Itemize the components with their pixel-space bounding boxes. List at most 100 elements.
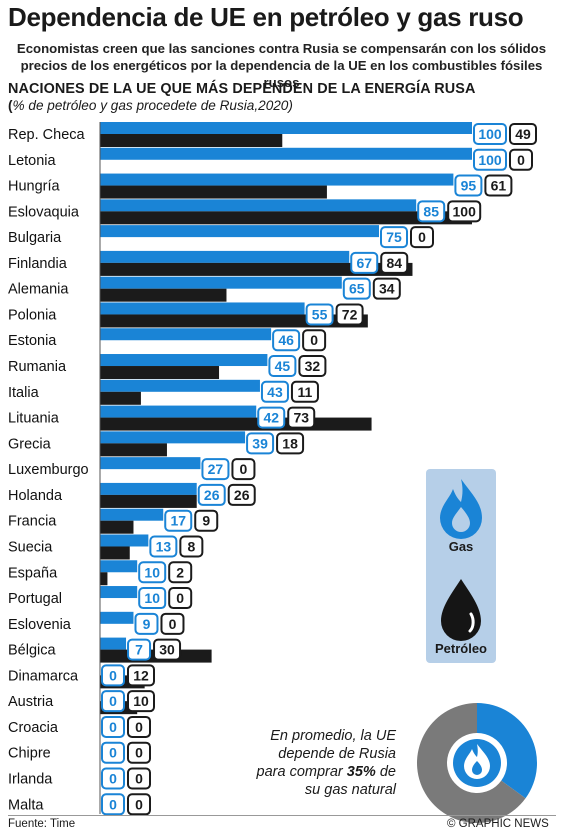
gas-value-label: 75 [386,229,402,245]
gas-bar [100,560,138,573]
footer-source: Fuente: Time [8,818,76,830]
oil-value-box [179,535,204,558]
country-label: Eslovaquia [8,204,80,220]
gas-value-box [380,226,408,249]
oil-bar [100,366,220,380]
gas-bar [100,302,305,315]
country-label: Lituania [8,411,60,427]
country-label: Rep. Checa [8,127,86,143]
gas-value-box [101,767,125,790]
country-label: Bélgica [8,643,56,659]
oil-bar [100,211,472,225]
gas-value-label: 39 [252,435,268,451]
country-label: Bulgaria [8,230,62,246]
donut-other-slice [417,703,526,823]
country-label: Austria [8,694,54,710]
oil-value-box [335,303,364,326]
oil-bar [100,417,372,431]
oil-value-label: 2 [176,564,184,580]
legend-gas-label: Gas [448,539,474,554]
gas-value-box [134,612,159,635]
gas-value-box [149,535,178,558]
oil-value-label: 8 [187,538,195,554]
country-label: España [8,565,58,581]
country-label: Irlanda [8,772,53,788]
gas-value-label: 0 [109,693,117,709]
legend-icons [440,479,482,641]
oil-value-box [380,251,409,274]
oil-value-label: 0 [418,229,426,245]
country-label: Holanda [8,488,63,504]
gas-bar [100,173,454,186]
gas-value-label: 17 [170,513,186,529]
footer-credit: © GRAPHIC NEWS [447,818,549,830]
gas-value-box [305,303,334,326]
page-subtitle: Economistas creen que las sanciones cont… [16,41,547,90]
gas-value-label: 27 [208,461,224,477]
gas-bar [100,379,260,392]
average-note-pre: En promedio, la UE depende de Rusia para… [256,728,396,780]
country-label: Eslovenia [8,617,72,633]
gas-bar [100,122,472,134]
gas-value-label: 46 [278,332,294,348]
oil-value-label: 10 [133,693,149,709]
oil-value-label: 73 [293,410,309,426]
gas-value-label: 45 [275,358,291,374]
oil-bar [100,494,197,508]
legend-oil-label: Petróleo [434,641,487,656]
gas-flame-icon [440,479,482,539]
gas-value-box [246,432,275,455]
gas-bar [100,637,127,650]
oil-bar [100,546,130,560]
gas-bar [100,482,197,495]
oil-value-label: 0 [240,461,248,477]
country-label: Italia [8,385,40,401]
gas-bar [100,199,417,212]
oil-value-box [276,432,305,455]
donut-russia-slice [477,703,537,799]
donut-gas-flame-icon [453,739,501,787]
oil-value-box [509,123,537,145]
oil-value-label: 0 [176,590,184,606]
gas-bar [100,611,134,624]
gas-value-box [101,741,125,764]
gas-value-label: 65 [349,281,365,297]
country-label: Alemania [8,282,69,298]
gas-value-label: 0 [109,771,117,787]
oil-value-box [290,380,319,403]
gas-bar [100,225,379,238]
oil-value-box [410,226,434,249]
oil-value-box [127,715,151,738]
legend-panel: Gas Petróleo [426,469,496,663]
gas-value-label: 43 [267,384,283,400]
gas-value-box [101,690,125,713]
gas-value-box [272,329,301,352]
gas-bar [100,457,201,470]
oil-value-box [231,458,256,481]
oil-drop-icon [441,579,481,641]
oil-value-label: 61 [491,178,507,194]
oil-value-box [194,509,219,532]
oil-value-box [127,664,155,687]
country-label: Rumania [8,359,67,375]
oil-bar [100,391,141,405]
oil-value-label: 34 [379,281,395,297]
gas-value-box [127,638,152,661]
oil-value-box [372,277,401,300]
oil-value-label: 0 [310,332,318,348]
oil-value-box [227,483,256,506]
country-label: Suecia [8,539,53,555]
gas-value-box [201,458,230,481]
gas-value-box [101,793,125,816]
gas-value-label: 7 [135,642,143,658]
gas-value-label: 13 [156,538,172,554]
gas-bar [100,586,138,599]
country-label: Letonia [8,153,57,169]
gas-value-box [473,148,507,171]
average-donut-chart [417,703,537,823]
oil-value-label: 0 [135,745,143,761]
gas-bar [100,405,257,418]
country-label: Croacia [8,720,59,736]
gas-value-box [417,200,446,223]
